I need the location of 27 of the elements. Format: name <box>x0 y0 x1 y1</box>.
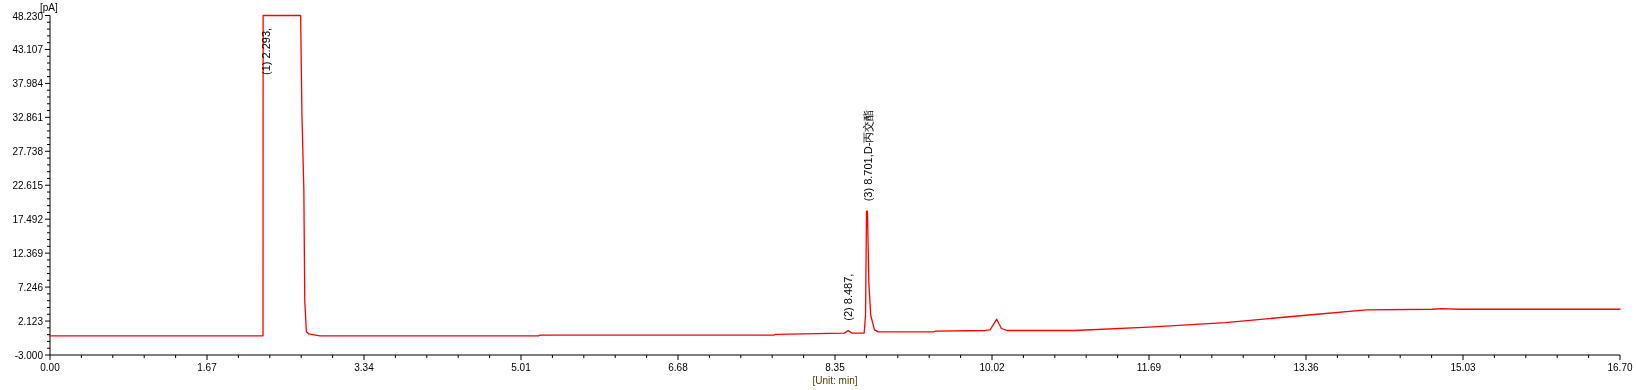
y-tick-label: 7.246 <box>17 282 44 294</box>
y-tick-label: 12.369 <box>12 248 44 260</box>
x-tick-label: 10.02 <box>979 362 1005 373</box>
x-tick-label: 3.34 <box>354 362 375 373</box>
x-tick-label: 13.36 <box>1293 362 1319 373</box>
x-tick-label: 5.01 <box>511 362 532 373</box>
y-tick-label: -3.000 <box>14 350 44 361</box>
y-tick-label: 37.984 <box>12 78 44 90</box>
x-tick-label: 8.35 <box>825 362 846 373</box>
x-tick-label: 15.03 <box>1450 362 1476 373</box>
x-tick-label: 11.69 <box>1136 362 1162 373</box>
y-tick-label: 27.738 <box>12 146 44 158</box>
x-axis-title: [Unit: min] <box>812 375 858 386</box>
x-tick-label: 6.68 <box>668 362 689 373</box>
x-tick-label: 0.00 <box>40 362 61 373</box>
y-tick-label: 43.107 <box>12 44 44 56</box>
y-tick-label: 22.615 <box>12 180 44 192</box>
line-series <box>49 14 1621 337</box>
annotation: (3) 8.701,D-丙交酯 <box>862 109 874 202</box>
y-axis-title: [pA] <box>40 2 59 13</box>
x-tick-label: 16.70 <box>1607 362 1633 373</box>
x-tick-label: 1.67 <box>197 362 218 373</box>
annotation: (1) 2.293, <box>259 27 272 75</box>
y-tick-label: 17.492 <box>12 214 44 226</box>
y-tick-label: 32.861 <box>12 112 44 124</box>
y-tick-label: 2.123 <box>17 316 44 328</box>
annotation: (2) 8.487, <box>841 273 854 321</box>
